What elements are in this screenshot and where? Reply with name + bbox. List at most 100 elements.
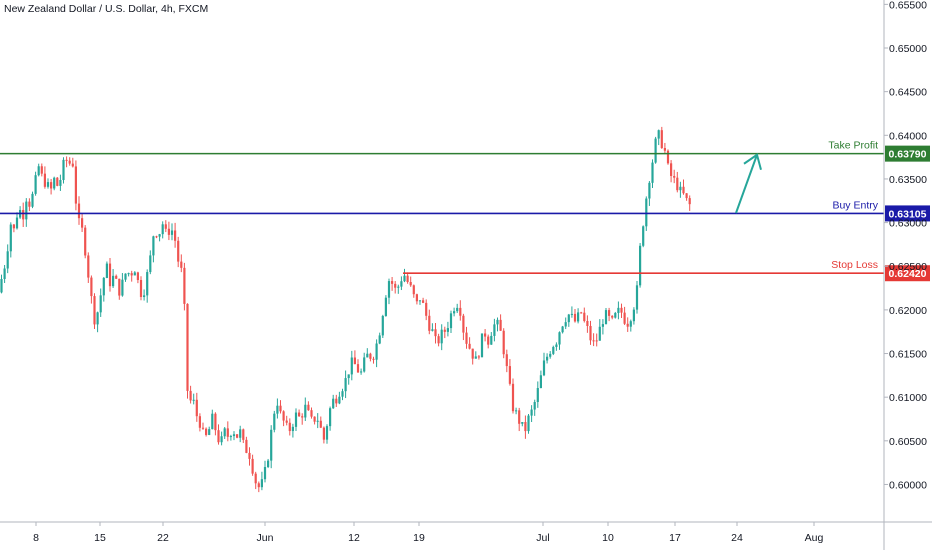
candle-body bbox=[6, 251, 9, 269]
candle-body bbox=[195, 399, 198, 417]
candle-body bbox=[310, 410, 313, 417]
candle-body bbox=[508, 366, 511, 384]
x-tick-label: 24 bbox=[731, 532, 743, 544]
candle-body bbox=[549, 353, 552, 357]
candle-body bbox=[617, 307, 620, 313]
candle-body bbox=[552, 346, 555, 354]
candle-body bbox=[350, 357, 353, 375]
candle-body bbox=[595, 340, 598, 342]
candle-body bbox=[561, 326, 564, 333]
candle-body bbox=[484, 333, 487, 337]
candle-body bbox=[518, 410, 521, 424]
candle-body bbox=[301, 416, 304, 418]
candle-body bbox=[558, 332, 561, 345]
candle-body bbox=[682, 186, 685, 194]
candle-body bbox=[580, 312, 583, 314]
y-tick-label: 0.63000 bbox=[889, 218, 927, 230]
candle-body bbox=[443, 329, 446, 332]
candle-body bbox=[161, 224, 164, 235]
candle-body bbox=[223, 428, 226, 437]
candle-body bbox=[46, 182, 50, 187]
candle-body bbox=[670, 163, 673, 176]
candle-body bbox=[381, 315, 384, 336]
candles-layer bbox=[0, 126, 691, 493]
y-tick-label: 0.60000 bbox=[889, 479, 927, 491]
candle-body bbox=[186, 303, 189, 391]
candle-body bbox=[267, 460, 270, 468]
candle-body bbox=[84, 227, 87, 256]
x-tick-label: Jun bbox=[257, 532, 274, 544]
candle-body bbox=[459, 307, 462, 316]
y-tick-label: 0.63500 bbox=[889, 174, 927, 186]
candle-body bbox=[456, 307, 459, 312]
candle-body bbox=[316, 420, 319, 422]
candle-body bbox=[77, 203, 81, 219]
candle-body bbox=[236, 434, 239, 438]
candle-body bbox=[276, 405, 279, 414]
candle-body bbox=[437, 336, 440, 344]
candle-body bbox=[304, 404, 307, 418]
candle-body bbox=[564, 322, 567, 327]
candle-body bbox=[648, 182, 651, 199]
candle-body bbox=[400, 281, 403, 287]
candle-body bbox=[462, 315, 465, 333]
candle-body bbox=[347, 374, 350, 379]
candle-body bbox=[598, 326, 601, 341]
candle-body bbox=[174, 230, 177, 241]
price-tag-label: 0.63790 bbox=[889, 149, 927, 161]
candle-body bbox=[288, 422, 291, 432]
candle-body bbox=[313, 416, 316, 422]
x-tick-label: 19 bbox=[413, 532, 425, 544]
candle-body bbox=[183, 267, 186, 304]
candle-body bbox=[214, 413, 217, 431]
candle-body bbox=[679, 186, 682, 191]
levels-layer: Take Profit 0.63790 Buy Entry 0.63105 Stop L… bbox=[0, 140, 930, 282]
candle-body bbox=[93, 296, 96, 325]
candle-body bbox=[465, 332, 468, 344]
candle-body bbox=[453, 311, 456, 314]
candle-body bbox=[620, 307, 623, 313]
y-tick-label: 0.61500 bbox=[889, 349, 927, 361]
candle-body bbox=[369, 353, 372, 359]
candle-body bbox=[384, 297, 387, 316]
candle-body bbox=[263, 467, 267, 480]
candle-body bbox=[325, 426, 329, 440]
candle-body bbox=[260, 479, 263, 488]
candle-body bbox=[239, 429, 242, 438]
candle-body bbox=[645, 198, 648, 227]
level-label: Take Profit bbox=[828, 140, 878, 152]
candle-body bbox=[527, 415, 530, 432]
candle-body bbox=[201, 427, 205, 429]
candle-body bbox=[12, 224, 15, 229]
candle-body bbox=[0, 279, 3, 293]
candle-body bbox=[422, 300, 425, 303]
candle-body bbox=[257, 483, 260, 488]
candle-body bbox=[415, 294, 418, 302]
candle-body bbox=[31, 193, 34, 207]
arrow-shaft bbox=[735, 154, 758, 214]
candle-body bbox=[53, 177, 56, 189]
candle-body bbox=[189, 390, 192, 401]
y-tick-label: 0.64500 bbox=[889, 87, 927, 99]
y-tick-label: 0.65500 bbox=[889, 0, 927, 11]
candle-body bbox=[105, 263, 108, 278]
price-tag bbox=[885, 145, 930, 162]
candle-body bbox=[164, 224, 167, 229]
candle-body bbox=[279, 405, 282, 412]
candle-body bbox=[499, 319, 502, 331]
candle-body bbox=[180, 261, 183, 268]
candle-body bbox=[130, 273, 133, 276]
candle-body bbox=[112, 275, 115, 287]
candle-body bbox=[34, 175, 37, 194]
candle-body bbox=[285, 420, 288, 423]
candle-body bbox=[468, 343, 471, 349]
candle-body bbox=[322, 427, 325, 440]
candle-body bbox=[654, 138, 657, 163]
candle-body bbox=[611, 315, 614, 318]
candle-body bbox=[149, 255, 152, 273]
y-tick-label: 0.62500 bbox=[889, 261, 927, 273]
candle-body bbox=[567, 314, 570, 323]
candle-body bbox=[170, 230, 174, 235]
